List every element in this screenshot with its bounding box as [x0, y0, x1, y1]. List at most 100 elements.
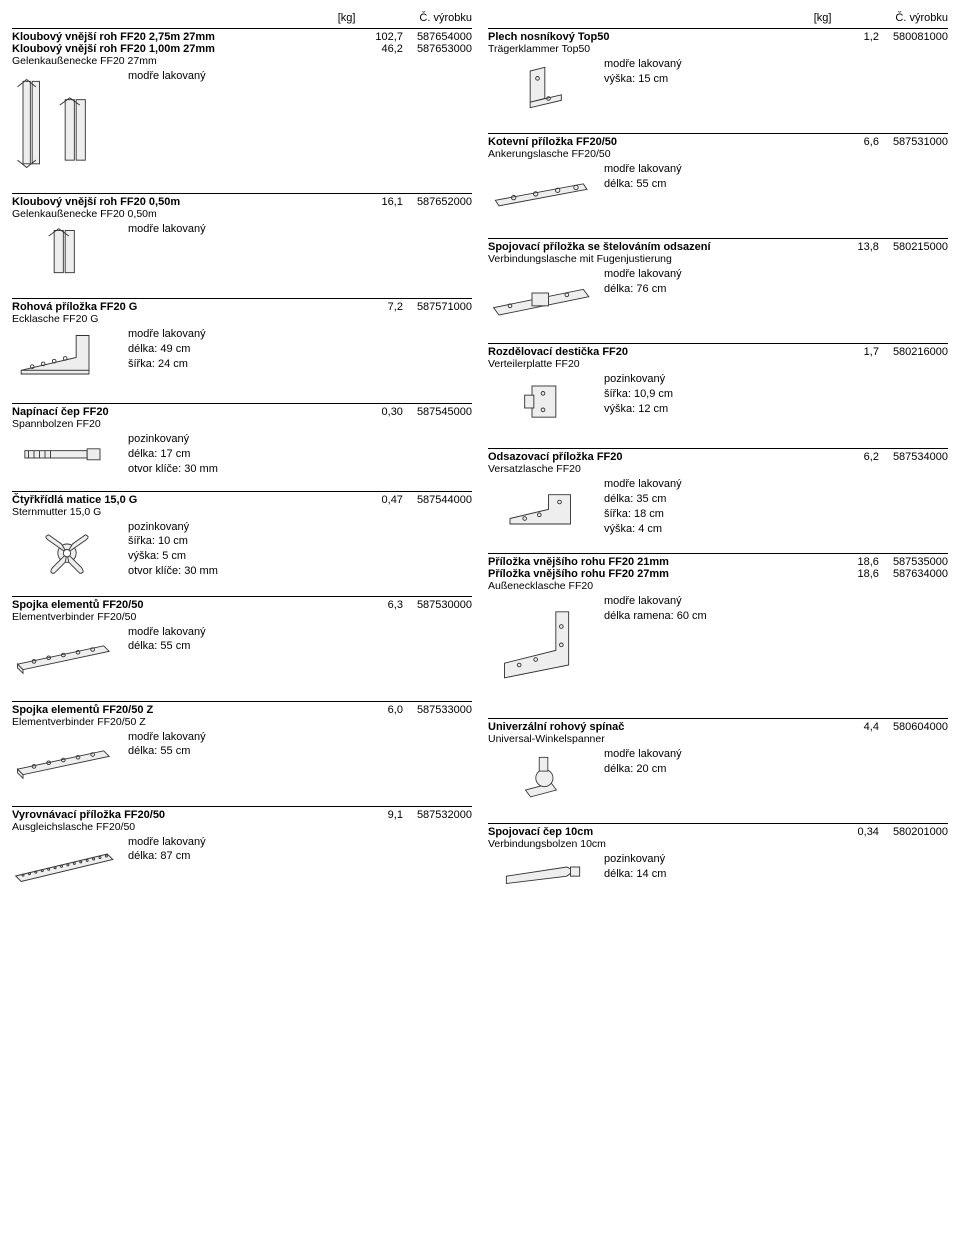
entry-kg: 0,47	[367, 494, 403, 506]
catalog-page: [kg] Č. výrobku Kloubový vnější roh FF20…	[12, 12, 948, 911]
entry-title-line: Rohová příložka FF20 G 7,2 587571000	[12, 301, 472, 313]
entry-title-line: Napínací čep FF20 0,30 587545000	[12, 406, 472, 418]
spec-line: výška: 12 cm	[604, 402, 673, 417]
entry-title-line: Vyrovnávací příložka FF20/50 9,1 5875320…	[12, 809, 472, 821]
catalog-entry: Rohová příložka FF20 G 7,2 587571000 Eck…	[12, 298, 472, 389]
entry-kg: 1,2	[843, 31, 879, 43]
entry-name: Spojovací čep 10cm	[488, 826, 593, 838]
entry-specs: modře lakovaný	[128, 69, 206, 179]
catalog-entry: Napínací čep FF20 0,30 587545000 Spannbo…	[12, 403, 472, 477]
entry-thumbnail	[488, 372, 598, 434]
entry-kg: 4,4	[843, 721, 879, 733]
spec-line: výška: 15 cm	[604, 72, 682, 87]
entry-numbers: 0,47 587544000	[367, 494, 472, 506]
entry-code: 580604000	[882, 721, 948, 733]
entry-thumbnail	[12, 69, 122, 179]
entry-kg: 6,0	[367, 704, 403, 716]
entry-subname: Außenecklasche FF20	[488, 580, 948, 592]
entry-subname: Ausgleichslasche FF20/50	[12, 821, 472, 833]
entry-thumbnail	[488, 57, 598, 119]
entry-thumbnail	[488, 594, 598, 704]
spec-line: délka ramena: 60 cm	[604, 609, 707, 624]
entry-title-line: Rozdělovací destička FF20 1,7 580216000	[488, 346, 948, 358]
spec-line: délka: 49 cm	[128, 342, 206, 357]
spec-line: modře lakovaný	[128, 222, 206, 237]
entry-name: Příložka vnějšího rohu FF20 21mm	[488, 556, 669, 568]
spec-line: délka: 55 cm	[128, 639, 206, 654]
entry-subname: Ecklasche FF20 G	[12, 313, 472, 325]
entry-specs: modře lakovanýdélka: 49 cmšířka: 24 cm	[128, 327, 206, 389]
entry-title-line: Kloubový vnější roh FF20 1,00m 27mm 46,2…	[12, 43, 472, 55]
entry-numbers: 6,3 587530000	[367, 599, 472, 611]
entry-subname: Spannbolzen FF20	[12, 418, 472, 430]
entry-code: 587654000	[406, 31, 472, 43]
entry-subname: Verbindungslasche mit Fugenjustierung	[488, 253, 948, 265]
entry-name: Kloubový vnější roh FF20 0,50m	[12, 196, 180, 208]
entry-subname: Ankerungslasche FF20/50	[488, 148, 948, 160]
entry-kg: 46,2	[367, 43, 403, 55]
entry-numbers: 1,2 580081000	[843, 31, 948, 43]
catalog-entry: Čtyřkřídlá matice 15,0 G 0,47 587544000 …	[12, 491, 472, 582]
entry-name: Rohová příložka FF20 G	[12, 301, 137, 313]
spec-line: modře lakovaný	[604, 267, 682, 282]
entry-title-line: Odsazovací příložka FF20 6,2 587534000	[488, 451, 948, 463]
spec-line: šířka: 10 cm	[128, 534, 218, 549]
spec-line: výška: 4 cm	[604, 522, 682, 537]
catalog-entry: Spojka elementů FF20/50 6,3 587530000 El…	[12, 596, 472, 687]
spec-line: modře lakovaný	[604, 477, 682, 492]
entry-code: 587545000	[406, 406, 472, 418]
entry-code: 587533000	[406, 704, 472, 716]
entry-name: Vyrovnávací příložka FF20/50	[12, 809, 165, 821]
spec-line: otvor klíče: 30 mm	[128, 462, 218, 477]
entry-title-line: Příložka vnějšího rohu FF20 27mm 18,6 58…	[488, 568, 948, 580]
entry-kg: 6,3	[367, 599, 403, 611]
entry-title-line: Plech nosníkový Top50 1,2 580081000	[488, 31, 948, 43]
entry-kg: 13,8	[843, 241, 879, 253]
header-code: Č. výrobku	[419, 12, 472, 24]
entry-name: Spojovací příložka se štelováním odsazen…	[488, 241, 711, 253]
entry-kg: 16,1	[367, 196, 403, 208]
catalog-entry: Odsazovací příložka FF20 6,2 587534000 V…	[488, 448, 948, 539]
entry-numbers: 4,4 580604000	[843, 721, 948, 733]
entry-title-line: Spojka elementů FF20/50 Z 6,0 587533000	[12, 704, 472, 716]
entry-title-line: Univerzální rohový spínač 4,4 580604000	[488, 721, 948, 733]
entry-title-line: Spojka elementů FF20/50 6,3 587530000	[12, 599, 472, 611]
entry-numbers: 6,6 587531000	[843, 136, 948, 148]
spec-line: délka: 20 cm	[604, 762, 682, 777]
entry-numbers: 9,1 587532000	[367, 809, 472, 821]
entry-numbers: 13,8 580215000	[843, 241, 948, 253]
spec-line: délka: 87 cm	[128, 849, 206, 864]
spec-line: modře lakovaný	[604, 747, 682, 762]
spec-line: modře lakovaný	[128, 835, 206, 850]
entry-code: 587535000	[882, 556, 948, 568]
entry-specs: pozinkovanýdélka: 14 cm	[604, 852, 666, 896]
entry-kg: 18,6	[843, 568, 879, 580]
entry-thumbnail	[488, 162, 598, 224]
spec-line: modře lakovaný	[604, 57, 682, 72]
entry-numbers: 6,2 587534000	[843, 451, 948, 463]
spec-line: pozinkovaný	[604, 372, 673, 387]
entry-specs: modře lakovanýdélka: 55 cm	[128, 625, 206, 687]
entry-thumbnail	[488, 477, 598, 539]
entry-thumbnail	[12, 835, 122, 897]
entry-subname: Verteilerplatte FF20	[488, 358, 948, 370]
spec-line: šířka: 10,9 cm	[604, 387, 673, 402]
catalog-entry: Příložka vnějšího rohu FF20 21mm 18,6 58…	[488, 553, 948, 704]
entry-thumbnail	[12, 222, 122, 284]
entry-code: 587544000	[406, 494, 472, 506]
entry-code: 587653000	[406, 43, 472, 55]
catalog-entry: Plech nosníkový Top50 1,2 580081000 Träg…	[488, 28, 948, 119]
entry-code: 580216000	[882, 346, 948, 358]
entry-specs: modře lakovaný	[128, 222, 206, 284]
entry-specs: modře lakovanýdélka: 55 cm	[604, 162, 682, 224]
entry-specs: modře lakovanýdélka: 55 cm	[128, 730, 206, 792]
entry-subname: Universal-Winkelspanner	[488, 733, 948, 745]
entry-kg: 9,1	[367, 809, 403, 821]
entry-thumbnail	[12, 432, 122, 476]
catalog-entry: Spojovací čep 10cm 0,34 580201000 Verbin…	[488, 823, 948, 896]
entry-kg: 7,2	[367, 301, 403, 313]
entry-specs: pozinkovanýšířka: 10 cmvýška: 5 cmotvor …	[128, 520, 218, 582]
entry-specs: modře lakovanýdélka: 87 cm	[128, 835, 206, 897]
catalog-entry: Spojovací příložka se štelováním odsazen…	[488, 238, 948, 329]
entry-thumbnail	[488, 852, 598, 896]
